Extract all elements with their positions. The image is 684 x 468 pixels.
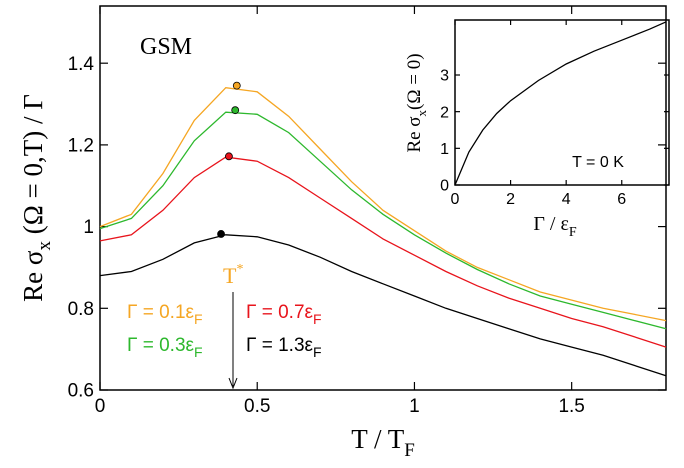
inset-y-label: Re σx(Ω = 0) — [404, 53, 429, 152]
legend-entry-part: F — [194, 311, 203, 327]
series-line — [454, 21, 667, 186]
x-tick-label: 0 — [95, 396, 106, 417]
x-axis-label-part: T / T — [351, 424, 405, 454]
y-tick-label: 0 — [440, 178, 449, 195]
legend-entry-part: F — [194, 344, 203, 360]
series-line — [99, 87, 667, 322]
inset-annotation: T = 0 K — [572, 154, 624, 171]
legend-entry: Γ = 1.3εF — [246, 335, 322, 360]
inset-x-label-part: Γ / ε — [533, 213, 569, 235]
legend-entry: Γ = 0.7εF — [246, 302, 322, 327]
series-line — [99, 156, 667, 348]
arrow-head — [228, 377, 238, 390]
y-axis-label: Re σx (Ω = 0,T) / Γ — [18, 94, 55, 302]
peak-marker — [217, 230, 225, 238]
y-axis-label-part: x — [34, 241, 55, 251]
x-tick-label: 2 — [506, 191, 515, 208]
y-tick-label: 0.6 — [68, 381, 94, 402]
legend-entry-part: Γ = 0.1ε — [127, 302, 195, 323]
inset-y-label-part: Re σ — [404, 116, 425, 152]
legend-entry-part: F — [313, 344, 322, 360]
y-axis-label-part: (Ω = 0,T) / Γ — [18, 94, 48, 241]
peak-annotation-part: * — [236, 262, 243, 277]
x-tick-label: 4 — [562, 191, 571, 208]
legend-entry-part: Γ = 0.7ε — [246, 302, 314, 323]
peak-marker — [225, 152, 233, 161]
x-axis-label-part: F — [404, 440, 415, 461]
y-tick-label: 1 — [440, 141, 449, 158]
x-tick-label: 1.5 — [558, 396, 584, 417]
inset-x-label: Γ / εF — [533, 213, 577, 240]
peak-annotation-part: T — [223, 263, 237, 288]
y-tick-label: 0.8 — [68, 299, 94, 320]
plot-frame — [454, 19, 670, 186]
x-tick-label: 0.5 — [244, 396, 270, 417]
y-tick-label: 2 — [440, 104, 449, 121]
chart-title: GSM — [140, 34, 192, 60]
x-axis-label: T / TF — [351, 424, 415, 461]
legend-entry-part: Γ = 0.3ε — [127, 335, 195, 356]
legend-entry-part: F — [313, 311, 322, 327]
plot-frame — [99, 5, 667, 391]
inset-y-label-part: x — [414, 109, 429, 116]
inset-x-label-part: F — [569, 225, 577, 240]
y-tick-label: 1.4 — [68, 54, 95, 75]
series-line — [99, 111, 667, 330]
x-tick-label: 0 — [451, 191, 460, 208]
legend-entry: Γ = 0.3εF — [127, 335, 203, 360]
y-tick-label: 3 — [440, 68, 449, 85]
legend-entry-part: Γ = 1.3ε — [246, 335, 314, 356]
peak-annotation: T* — [223, 262, 243, 288]
series-line — [99, 234, 667, 377]
y-tick-label: 1.2 — [68, 136, 94, 157]
y-tick-label: 1 — [83, 217, 94, 238]
inset-y-label-part: (Ω = 0) — [404, 53, 425, 110]
peak-marker — [231, 106, 240, 115]
x-tick-label: 6 — [617, 191, 626, 208]
peak-marker — [232, 81, 241, 90]
y-axis-label-part: Re σ — [18, 250, 48, 302]
legend-entry: Γ = 0.1εF — [127, 302, 203, 327]
x-tick-label: 1 — [409, 396, 420, 417]
